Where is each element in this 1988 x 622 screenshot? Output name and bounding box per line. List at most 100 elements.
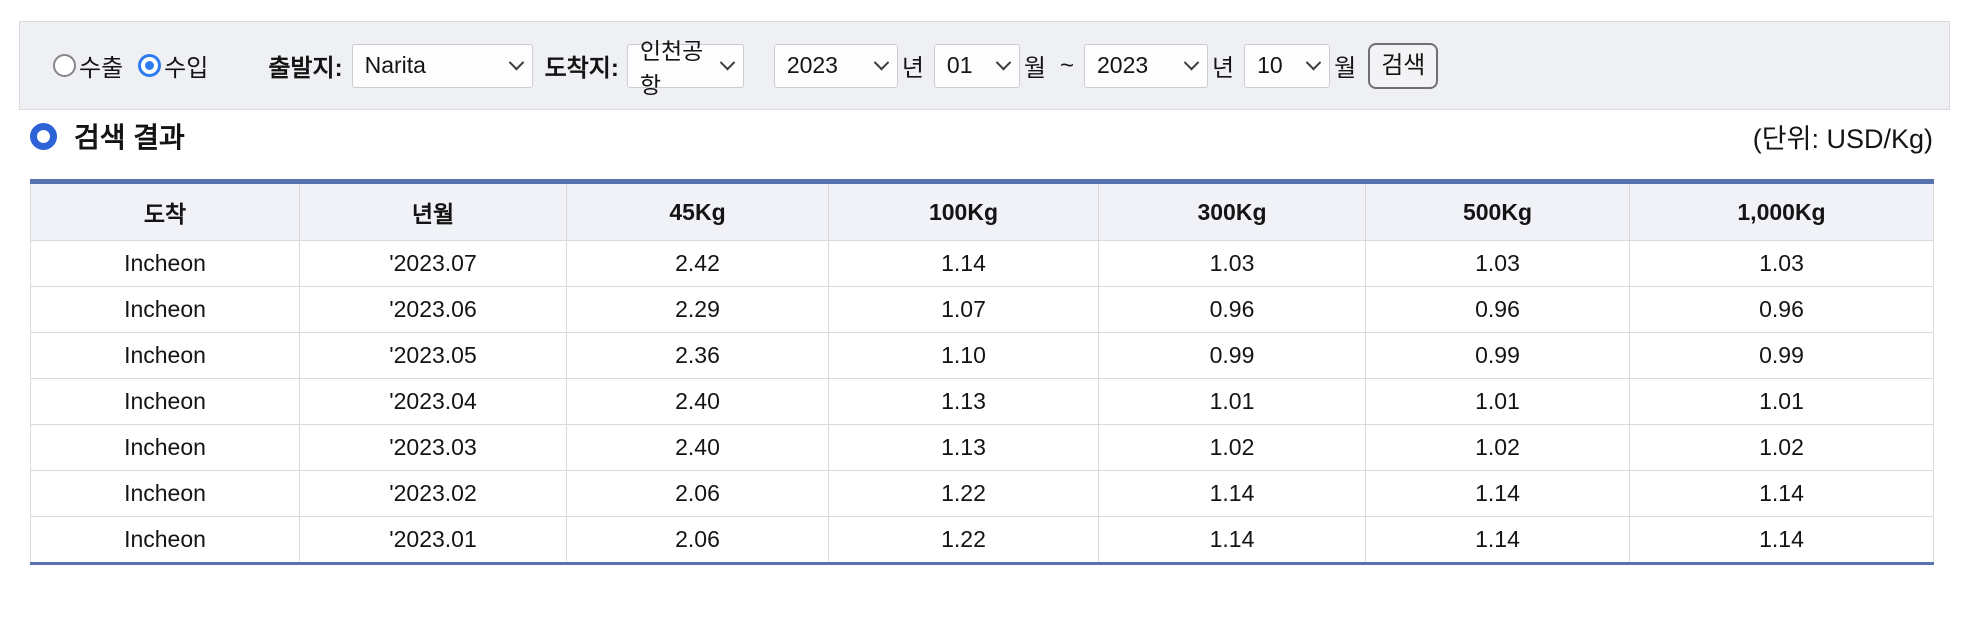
table-cell: 2.40 <box>566 424 829 471</box>
origin-label: 출발지: <box>268 55 343 82</box>
table-cell: 1.03 <box>1365 240 1630 287</box>
table-cell: Incheon <box>30 240 300 287</box>
from-month-unit: 월 <box>1023 55 1046 82</box>
table-row: Incheon '2023.06 2.29 1.07 0.96 0.96 0.9… <box>30 286 1934 333</box>
table-cell: '2023.01 <box>299 516 567 564</box>
destination-select[interactable]: 인천공항 <box>626 38 744 98</box>
table-cell: 2.40 <box>566 378 829 425</box>
table-row: Incheon '2023.04 2.40 1.13 1.01 1.01 1.0… <box>30 378 1934 425</box>
table-cell: 2.29 <box>566 286 829 333</box>
chevron-down-icon <box>1305 54 1322 71</box>
to-month-select[interactable]: 10 <box>1244 43 1331 88</box>
to-month-value: 10 <box>1257 52 1283 78</box>
table-cell: 1.14 <box>1098 516 1366 564</box>
from-month-value: 01 <box>946 52 973 78</box>
table-row: Incheon '2023.05 2.36 1.10 0.99 0.99 0.9… <box>30 332 1934 379</box>
table-cell: 1.10 <box>828 332 1099 379</box>
from-year-value: 2023 <box>786 52 838 78</box>
table-cell: 0.99 <box>1365 332 1630 379</box>
results-header: 검색 결과 (단위: USD/Kg) <box>30 114 1933 158</box>
table-cell: 1.01 <box>1098 378 1366 425</box>
export-radio[interactable] <box>53 54 76 77</box>
export-radio-label: 수출 <box>79 55 124 82</box>
table-cell: 1.02 <box>1098 424 1366 471</box>
table-cell: '2023.07 <box>299 240 567 287</box>
table-cell: 1.22 <box>828 470 1099 517</box>
table-row: Incheon '2023.01 2.06 1.22 1.14 1.14 1.1… <box>30 516 1934 564</box>
range-separator: ~ <box>1060 51 1075 79</box>
table-cell: 2.06 <box>566 470 829 517</box>
table-cell: 1.13 <box>828 378 1099 425</box>
chevron-down-icon <box>873 54 890 71</box>
table-cell: 1.22 <box>828 516 1099 564</box>
table-row: Incheon '2023.07 2.42 1.14 1.03 1.03 1.0… <box>30 240 1934 287</box>
table-cell: 0.96 <box>1098 286 1366 333</box>
table-cell: '2023.03 <box>299 424 567 471</box>
chevron-down-icon <box>508 54 524 71</box>
unit-note: (단위: USD/Kg) <box>1752 123 1933 154</box>
import-radio-option[interactable]: 수입 <box>138 48 208 83</box>
table-cell: '2023.06 <box>299 286 567 333</box>
destination-label: 도착지: <box>544 55 619 82</box>
column-header-300kg: 300Kg <box>1098 181 1366 241</box>
table-cell: '2023.04 <box>299 378 567 425</box>
table-cell: 0.99 <box>1098 332 1366 379</box>
origin-select[interactable]: Narita <box>351 43 533 88</box>
table-cell: 1.02 <box>1629 424 1934 471</box>
table-cell: 0.99 <box>1629 332 1934 379</box>
table-cell: 1.14 <box>1365 516 1630 564</box>
table-cell: Incheon <box>30 470 300 517</box>
table-cell: Incheon <box>30 424 300 471</box>
table-cell: 0.96 <box>1629 286 1934 333</box>
column-header-500kg: 500Kg <box>1365 181 1630 241</box>
to-year-select[interactable]: 2023 <box>1084 43 1209 88</box>
table-cell: 1.13 <box>828 424 1099 471</box>
import-radio-label: 수입 <box>164 55 209 82</box>
table-cell: 1.14 <box>1365 470 1630 517</box>
to-month-unit: 월 <box>1334 55 1357 82</box>
table-cell: 1.01 <box>1629 378 1934 425</box>
import-radio[interactable] <box>138 54 162 77</box>
table-cell: 1.01 <box>1365 378 1630 425</box>
search-filter-bar: 수출 수입 출발지: Narita 도착지: 인천공항 2023 년 01 월 … <box>19 21 1950 110</box>
results-title: 검색 결과 <box>74 122 185 153</box>
search-button[interactable]: 검색 <box>1368 42 1439 89</box>
table-cell: Incheon <box>30 378 300 425</box>
table-cell: 1.03 <box>1098 240 1366 287</box>
table-header-row: 도착 년월 45Kg 100Kg 300Kg 500Kg 1,000Kg <box>30 181 1934 241</box>
chevron-down-icon <box>1183 54 1200 71</box>
table-row: Incheon '2023.02 2.06 1.22 1.14 1.14 1.1… <box>30 470 1934 517</box>
table-cell: 1.14 <box>1629 516 1934 564</box>
table-cell: 1.07 <box>828 286 1099 333</box>
table-cell: 0.96 <box>1365 286 1630 333</box>
table-cell: 1.14 <box>828 240 1099 287</box>
table-cell: '2023.02 <box>299 470 567 517</box>
table-row: Incheon '2023.03 2.40 1.13 1.02 1.02 1.0… <box>30 424 1934 471</box>
column-header-45kg: 45Kg <box>566 181 829 241</box>
table-cell: 2.42 <box>566 240 829 287</box>
from-year-unit: 년 <box>901 55 924 82</box>
export-radio-option[interactable]: 수출 <box>53 48 123 83</box>
table-cell: Incheon <box>30 516 300 564</box>
from-year-select[interactable]: 2023 <box>773 43 898 88</box>
table-cell: 1.14 <box>1098 470 1366 517</box>
from-month-select[interactable]: 01 <box>933 43 1020 88</box>
table-cell: Incheon <box>30 332 300 379</box>
column-header-yearmonth: 년월 <box>299 181 567 241</box>
destination-select-value: 인천공항 <box>639 37 704 98</box>
chevron-down-icon <box>719 54 736 71</box>
chevron-down-icon <box>995 54 1012 71</box>
table-cell: 1.02 <box>1365 424 1630 471</box>
table-cell: 2.36 <box>566 332 829 379</box>
table-cell: Incheon <box>30 286 300 333</box>
table-cell: 1.14 <box>1629 470 1934 517</box>
table-cell: '2023.05 <box>299 332 567 379</box>
column-header-1000kg: 1,000Kg <box>1629 181 1934 241</box>
origin-select-value: Narita <box>364 52 426 78</box>
column-header-arrival: 도착 <box>30 181 300 241</box>
column-header-100kg: 100Kg <box>828 181 1099 241</box>
to-year-value: 2023 <box>1097 52 1149 78</box>
to-year-unit: 년 <box>1212 55 1235 82</box>
table-cell: 1.03 <box>1629 240 1934 287</box>
